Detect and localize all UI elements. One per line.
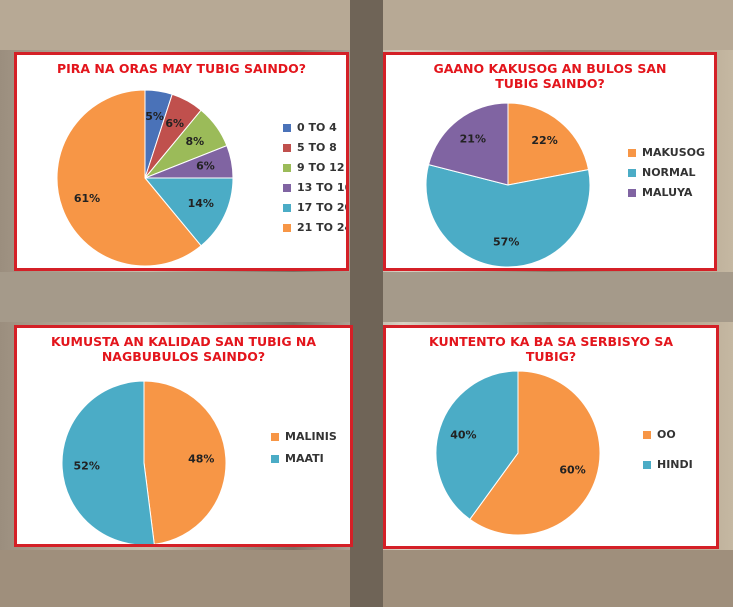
data-label: 22% [531,134,557,147]
legend-swatch [643,461,651,469]
legend-label: MAATI [285,452,324,465]
data-label: 61% [74,192,100,205]
legend-swatch [283,124,291,132]
data-label: 8% [185,135,204,148]
legend-swatch [283,224,291,232]
photo [350,0,383,607]
data-label: 5% [145,110,164,123]
chart-panel: KUNTENTO KA BA SA SERBISYO SA TUBIG?60%4… [383,325,719,549]
chart: 48% 52% MALINIS MAATI [17,328,350,544]
legend-swatch [283,204,291,212]
legend-label: 0 TO 4 [297,121,337,134]
legend-label: MALINIS [285,430,337,443]
legend-label: 21 TO 24 [297,221,346,234]
data-label: 40% [450,428,476,441]
chart: 60% 40% OO HINDI [386,328,716,546]
legend-label: OO [657,428,676,441]
legend-label: NORMAL [642,166,696,179]
data-label: 57% [493,235,519,248]
data-label: 6% [165,117,184,130]
legend-label: 17 TO 20 [297,201,346,214]
data-label: 6% [196,159,215,172]
legend-swatch [283,164,291,172]
data-label: 60% [559,464,585,477]
chart-panel: PIRA NA ORAS MAY TUBIG SAINDO?5%6%8%6%14… [14,52,349,271]
legend-swatch [283,184,291,192]
legend-swatch [271,433,279,441]
chart-panel: KUMUSTA AN KALIDAD SAN TUBIG NA NAGBUBUL… [14,325,353,547]
legend-swatch [628,169,636,177]
data-label: 48% [188,452,214,465]
legend-swatch [271,455,279,463]
page: PIRA NA ORAS MAY TUBIG SAINDO?5%6%8%6%14… [0,0,733,607]
legend-label: MAKUSOG [642,146,705,159]
legend-label: 9 TO 12 [297,161,344,174]
legend-swatch [283,144,291,152]
data-label: 52% [74,460,100,473]
legend-swatch [628,189,636,197]
data-label: 21% [460,133,486,146]
legend-label: 5 TO 8 [297,141,337,154]
legend-swatch [628,149,636,157]
legend-label: HINDI [657,458,693,471]
legend-swatch [643,431,651,439]
chart: 22% 57% 21% MAKUSOG NORMAL MALUYA [386,55,714,268]
legend-label: MALUYA [642,186,693,199]
legend-label: 13 TO 16 [297,181,346,194]
chart-panel: GAANO KAKUSOG AN BULOS SAN TUBIG SAINDO?… [383,52,717,271]
data-label: 14% [188,197,214,210]
